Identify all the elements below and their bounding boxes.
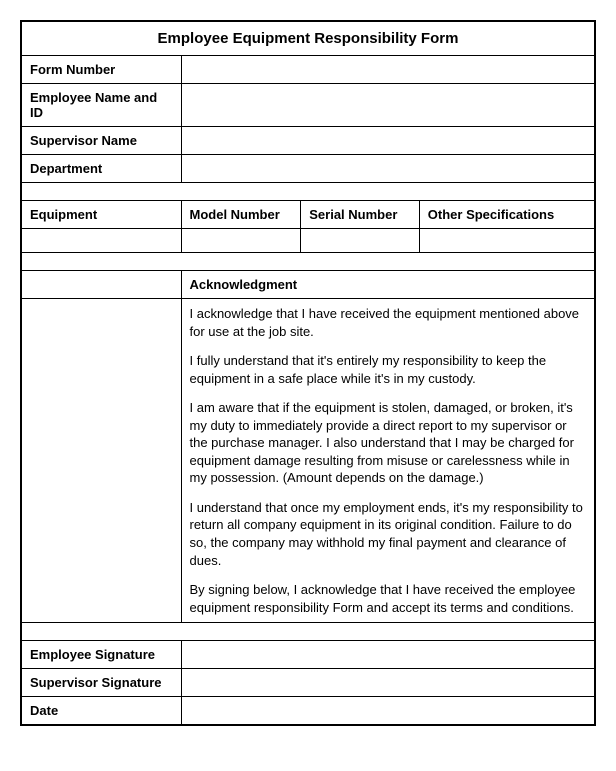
form-table: Employee Equipment Responsibility Form F… — [20, 20, 596, 726]
form-number-row: Form Number — [21, 56, 595, 84]
form-number-label: Form Number — [21, 56, 181, 84]
ack-body: I acknowledge that I have received the e… — [181, 299, 595, 623]
form-container: Employee Equipment Responsibility Form F… — [20, 20, 596, 726]
eq-cell-0-0[interactable] — [21, 229, 181, 253]
spacer-2 — [21, 253, 595, 271]
employee-signature-row: Employee Signature — [21, 641, 595, 669]
ack-p-4: By signing below, I acknowledge that I h… — [190, 581, 587, 616]
spacer-3 — [21, 623, 595, 641]
department-row: Department — [21, 155, 595, 183]
supervisor-name-row: Supervisor Name — [21, 127, 595, 155]
employee-name-value[interactable] — [181, 84, 595, 127]
supervisor-name-label: Supervisor Name — [21, 127, 181, 155]
employee-name-label: Employee Name and ID — [21, 84, 181, 127]
eq-cell-0-2[interactable] — [301, 229, 420, 253]
eq-header-0: Equipment — [21, 201, 181, 229]
title-row: Employee Equipment Responsibility Form — [21, 21, 595, 56]
eq-header-3: Other Specifications — [419, 201, 595, 229]
form-title: Employee Equipment Responsibility Form — [21, 21, 595, 56]
equipment-header-row: Equipment Model Number Serial Number Oth… — [21, 201, 595, 229]
supervisor-signature-label: Supervisor Signature — [21, 669, 181, 697]
supervisor-signature-row: Supervisor Signature — [21, 669, 595, 697]
equipment-row-0 — [21, 229, 595, 253]
date-label: Date — [21, 697, 181, 726]
ack-p-2: I am aware that if the equipment is stol… — [190, 399, 587, 487]
form-number-value[interactable] — [181, 56, 595, 84]
ack-p-0: I acknowledge that I have received the e… — [190, 305, 587, 340]
eq-header-2: Serial Number — [301, 201, 420, 229]
ack-header: Acknowledgment — [181, 271, 595, 299]
date-value[interactable] — [181, 697, 595, 726]
ack-body-row: I acknowledge that I have received the e… — [21, 299, 595, 623]
employee-signature-value[interactable] — [181, 641, 595, 669]
date-row: Date — [21, 697, 595, 726]
ack-p-3: I understand that once my employment end… — [190, 499, 587, 569]
spacer-1 — [21, 183, 595, 201]
department-label: Department — [21, 155, 181, 183]
ack-header-row: Acknowledgment — [21, 271, 595, 299]
employee-name-row: Employee Name and ID — [21, 84, 595, 127]
ack-blank-left-1 — [21, 271, 181, 299]
supervisor-signature-value[interactable] — [181, 669, 595, 697]
eq-cell-0-3[interactable] — [419, 229, 595, 253]
eq-header-1: Model Number — [181, 201, 301, 229]
ack-p-1: I fully understand that it's entirely my… — [190, 352, 587, 387]
department-value[interactable] — [181, 155, 595, 183]
supervisor-name-value[interactable] — [181, 127, 595, 155]
employee-signature-label: Employee Signature — [21, 641, 181, 669]
eq-cell-0-1[interactable] — [181, 229, 301, 253]
ack-blank-left-2 — [21, 299, 181, 623]
